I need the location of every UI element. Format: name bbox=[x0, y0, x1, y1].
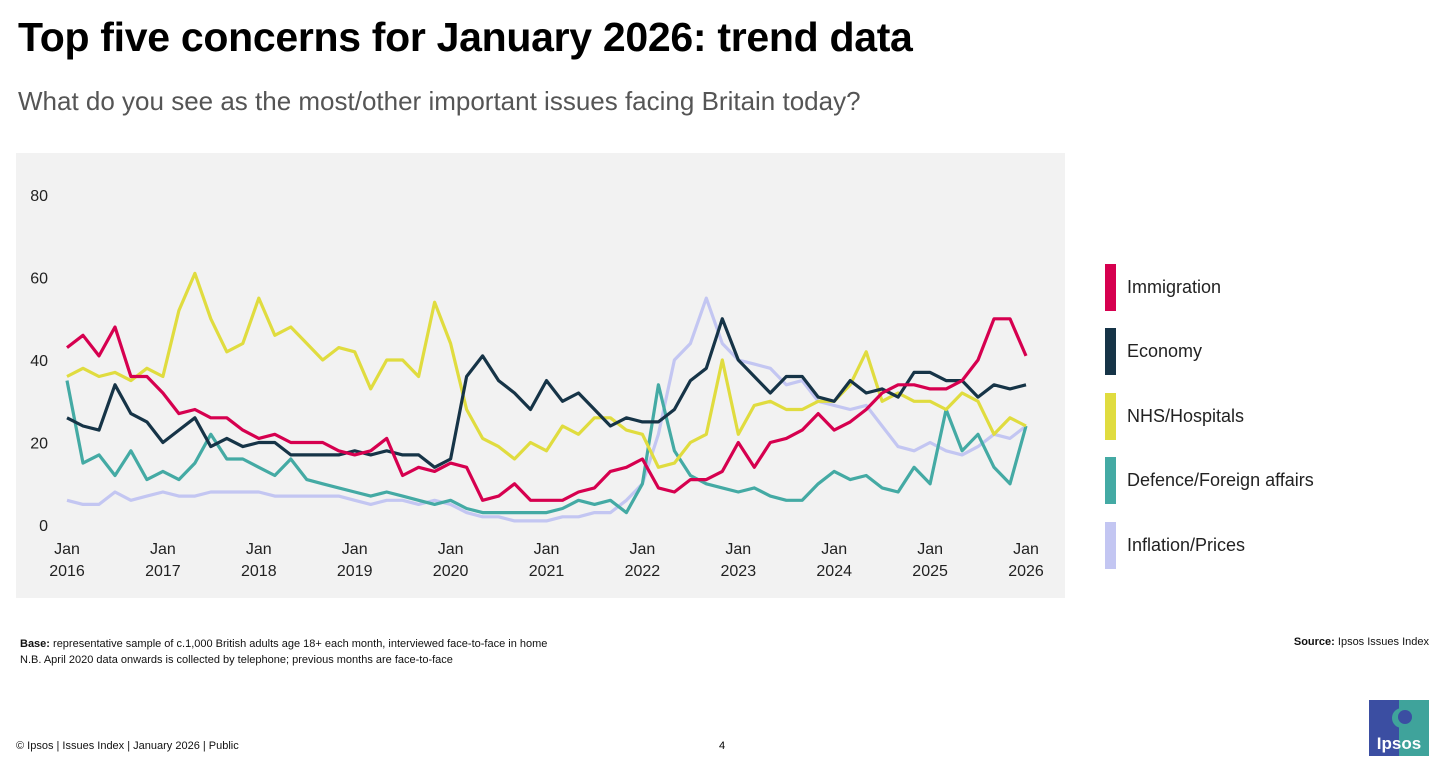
x-tick-month: Jan bbox=[917, 541, 943, 558]
legend-item: Inflation/Prices bbox=[1105, 513, 1314, 578]
legend-swatch bbox=[1105, 328, 1116, 376]
footer-text: © Ipsos | Issues Index | January 2026 | … bbox=[16, 740, 239, 752]
x-tick-year: 2019 bbox=[337, 563, 373, 580]
y-tick-label: 40 bbox=[30, 353, 48, 370]
series-line-inflation-prices bbox=[66, 296, 1027, 523]
page-title: Top five concerns for January 2026: tren… bbox=[18, 14, 913, 60]
source-note: Source: Ipsos Issues Index bbox=[1294, 636, 1429, 648]
x-tick-year: 2016 bbox=[49, 563, 85, 580]
base-note: Base: representative sample of c.1,000 B… bbox=[20, 636, 547, 668]
legend-label: Defence/Foreign affairs bbox=[1127, 470, 1314, 491]
legend-swatch bbox=[1105, 457, 1116, 505]
legend-label: Immigration bbox=[1127, 276, 1222, 297]
legend-swatch bbox=[1105, 263, 1116, 311]
y-tick-label: 20 bbox=[30, 436, 48, 453]
base-label: Base: bbox=[20, 638, 50, 650]
x-tick-year: 2017 bbox=[145, 563, 181, 580]
x-tick-month: Jan bbox=[342, 541, 368, 558]
y-tick-label: 80 bbox=[30, 188, 48, 205]
x-tick-month: Jan bbox=[630, 541, 656, 558]
legend-item: NHS/Hospitals bbox=[1105, 384, 1314, 449]
y-tick-label: 0 bbox=[39, 518, 48, 535]
base-text: representative sample of c.1,000 British… bbox=[53, 638, 548, 650]
x-tick-month: Jan bbox=[1013, 541, 1039, 558]
ipsos-logo: Ipsos bbox=[1369, 700, 1429, 756]
source-text: Ipsos Issues Index bbox=[1337, 636, 1429, 648]
x-tick-month: Jan bbox=[438, 541, 464, 558]
legend-item: Defence/Foreign affairs bbox=[1105, 449, 1314, 514]
x-tick-year: 2023 bbox=[721, 563, 757, 580]
x-tick-year: 2024 bbox=[816, 563, 852, 580]
x-tick-month: Jan bbox=[150, 541, 176, 558]
line-chart: 0 20 40 60 80 Jan 2016 Jan 2017 Jan 2018 Jan 2019 Jan… bbox=[30, 188, 1044, 580]
legend-item: Immigration bbox=[1105, 255, 1314, 320]
nb-note: N.B. April 2020 data onwards is collecte… bbox=[20, 654, 453, 666]
x-tick-month: Jan bbox=[725, 541, 751, 558]
page-number: 4 bbox=[719, 740, 726, 752]
x-tick-month: Jan bbox=[534, 541, 560, 558]
svg-text:Ipsos: Ipsos bbox=[1377, 734, 1421, 753]
series-line-defence-foreign-affairs bbox=[65, 380, 1028, 515]
source-label: Source: bbox=[1293, 636, 1335, 648]
x-tick-month: Jan bbox=[821, 541, 847, 558]
legend-swatch bbox=[1105, 521, 1116, 569]
x-tick-month: Jan bbox=[246, 541, 272, 558]
legend-item: Economy bbox=[1105, 320, 1314, 385]
x-tick-year: 2018 bbox=[241, 563, 277, 580]
legend-label: Economy bbox=[1127, 341, 1203, 362]
chart-legend: Immigration Economy NHS/Hospitals Defence/F… bbox=[1105, 255, 1314, 578]
x-tick-year: 2022 bbox=[625, 563, 661, 580]
series-line-nhs-hospitals bbox=[66, 271, 1027, 469]
legend-label: Inflation/Prices bbox=[1127, 534, 1246, 555]
series-line-economy bbox=[66, 317, 1027, 469]
series-line-immigration bbox=[66, 317, 1028, 502]
x-tick-year: 2020 bbox=[433, 563, 469, 580]
y-tick-label: 60 bbox=[30, 271, 48, 288]
chart-area: 0 20 40 60 80 Jan 2016 Jan 2017 Jan 2018 Jan 2019 Jan… bbox=[16, 153, 1065, 598]
legend-label: NHS/Hospitals bbox=[1127, 405, 1245, 426]
x-tick-year: 2025 bbox=[912, 563, 948, 580]
x-tick-year: 2021 bbox=[529, 563, 565, 580]
x-tick-month: Jan bbox=[54, 541, 80, 558]
x-tick-year: 2026 bbox=[1008, 563, 1044, 580]
page-subtitle: What do you see as the most/other import… bbox=[18, 86, 861, 116]
legend-swatch bbox=[1105, 392, 1116, 440]
